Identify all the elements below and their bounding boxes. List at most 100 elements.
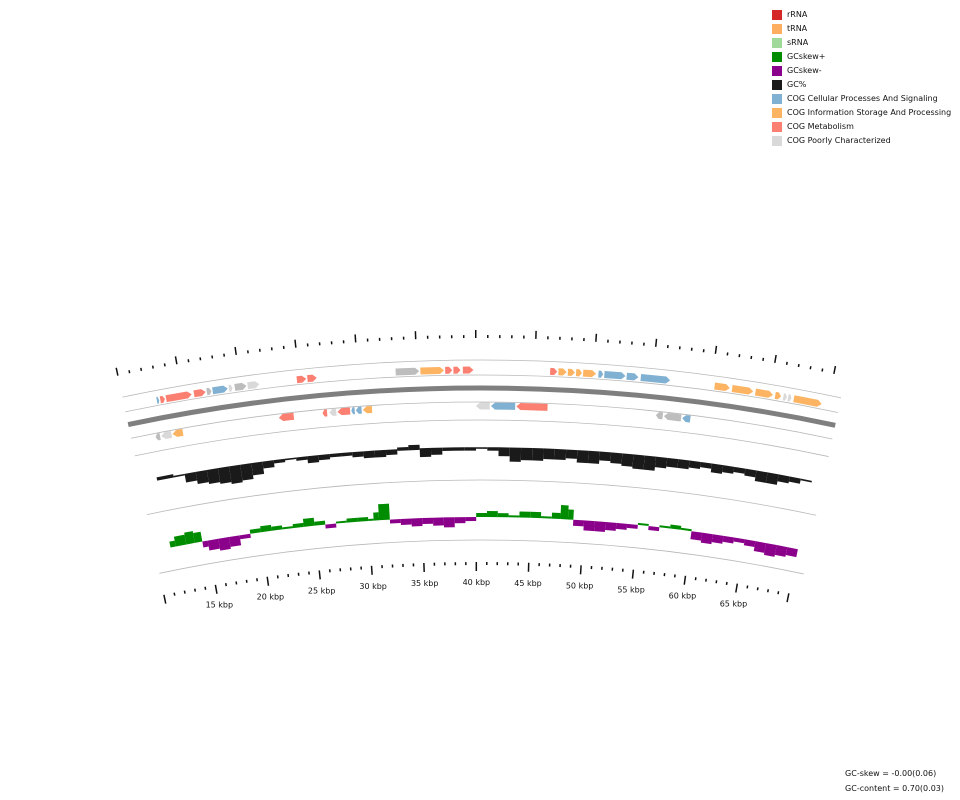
gc-bar (531, 448, 544, 461)
gc-bar (476, 447, 488, 449)
gc-skew-negative-bar (433, 517, 444, 526)
inner-tick (766, 589, 770, 593)
gc-bar (251, 461, 265, 476)
outer-tick (654, 338, 658, 347)
outer-tick (115, 367, 119, 376)
cds-arrow (516, 402, 548, 411)
gc-skew-negative-bar (626, 523, 638, 529)
gc-skew-positive-bar (184, 531, 195, 545)
legend-swatch (772, 108, 782, 118)
gc-bar (744, 468, 757, 478)
legend-swatch (772, 38, 782, 48)
gc-skew-negative-bar (228, 535, 242, 547)
gc-skew-positive-bar (314, 520, 326, 526)
gc-bar (307, 455, 320, 464)
scale-label: 25 kbp (308, 586, 336, 595)
gc-bar (419, 447, 432, 458)
cds-arrow (731, 385, 754, 395)
scale-label: 65 kbp (720, 599, 748, 608)
gc-bar (599, 451, 612, 462)
gc-skew-negative-bar (743, 539, 756, 548)
legend-swatch (772, 66, 782, 76)
gc-skew-negative-bar (711, 534, 724, 544)
legend-swatch (772, 24, 782, 34)
gc-bar (284, 457, 297, 461)
gc-bar (184, 471, 198, 483)
outer-tick (595, 333, 598, 342)
cds-arrow (355, 406, 362, 414)
gc-skew-negative-bar (239, 533, 251, 540)
cds-features (155, 366, 822, 441)
cds-arrow (490, 402, 516, 410)
outer-tick (128, 370, 131, 374)
legend-item-trna: tRNA (772, 22, 951, 36)
guide-line (134, 419, 829, 457)
gc-skew-positive-bar (302, 517, 315, 527)
gc-skew-positive-bar (292, 522, 304, 529)
gc-skew-positive-bar (260, 524, 272, 533)
legend-item-cog-cellular: COG Cellular Processes And Signaling (772, 92, 951, 106)
gc-bar (677, 459, 690, 470)
inner-tick (777, 591, 780, 595)
gc-bar (543, 448, 555, 460)
cds-arrow (575, 369, 582, 377)
legend-item-cog-metabolism: COG Metabolism (772, 120, 951, 134)
cds-arrow (640, 374, 671, 384)
gc-skew-positive-bar (486, 511, 498, 518)
inner-tick (786, 593, 790, 603)
legend-label: sRNA (787, 38, 809, 47)
gc-skew-track (169, 503, 798, 558)
cds-arrow (787, 394, 792, 402)
cds-arrow (582, 369, 597, 378)
gc-bar (509, 447, 522, 462)
gc-bar (273, 458, 286, 464)
gc-skew-negative-bar (700, 532, 713, 545)
cds-arrow (558, 368, 567, 376)
legend-label: COG Poorly Characterized (787, 136, 891, 145)
cds-arrow (159, 395, 165, 404)
gc-skew-positive-bar (173, 534, 187, 547)
gc-bar (520, 447, 533, 461)
cds-arrow (234, 382, 247, 391)
gc-bar (363, 450, 376, 459)
gc-bar (643, 455, 657, 471)
cds-arrow (228, 384, 233, 392)
gc-skew-negative-bar (583, 520, 595, 532)
legend-swatch (772, 94, 782, 104)
gc-bar (722, 465, 735, 474)
cds-arrow (351, 407, 355, 415)
gc-skew-positive-bar (551, 512, 561, 520)
inner-tick (631, 569, 635, 579)
scale-ticks (115, 330, 837, 604)
gc-bar (453, 447, 465, 451)
gc-skew-positive-bar (373, 512, 380, 521)
gc-skew-negative-bar (218, 537, 231, 551)
cds-arrow (362, 405, 373, 414)
gc-bar (554, 448, 567, 461)
gc-bar (352, 451, 364, 458)
cds-arrow (307, 374, 317, 383)
gc-skew-negative-bar (774, 545, 788, 557)
gc-bar (576, 450, 589, 464)
gc-bar (374, 449, 387, 458)
legend-item-gc-percent: GC% (772, 78, 951, 92)
inner-tick (173, 592, 176, 596)
gc-skew-positive-bar (659, 525, 671, 529)
genome-backbone (127, 385, 836, 428)
gc-skew-positive-bar (368, 518, 374, 521)
gc-bar (464, 447, 477, 451)
gc-skew-negative-bar (422, 517, 434, 525)
gc-bar (262, 460, 275, 469)
gc-skew-negative-bar (207, 538, 220, 551)
gc-bar (329, 453, 342, 458)
gc-skew-negative-bar (604, 521, 617, 531)
gc-bar (385, 449, 398, 456)
legend-label: COG Information Storage And Processing (787, 108, 952, 117)
cds-arrow (793, 395, 822, 407)
gc-bar (700, 462, 712, 469)
gc-skew-positive-bar (530, 511, 542, 519)
legend-item-cog-poorly: COG Poorly Characterized (772, 134, 951, 148)
gc-skew-negative-bar (325, 523, 337, 529)
cds-arrow (445, 366, 453, 374)
gc-bar (777, 474, 790, 484)
